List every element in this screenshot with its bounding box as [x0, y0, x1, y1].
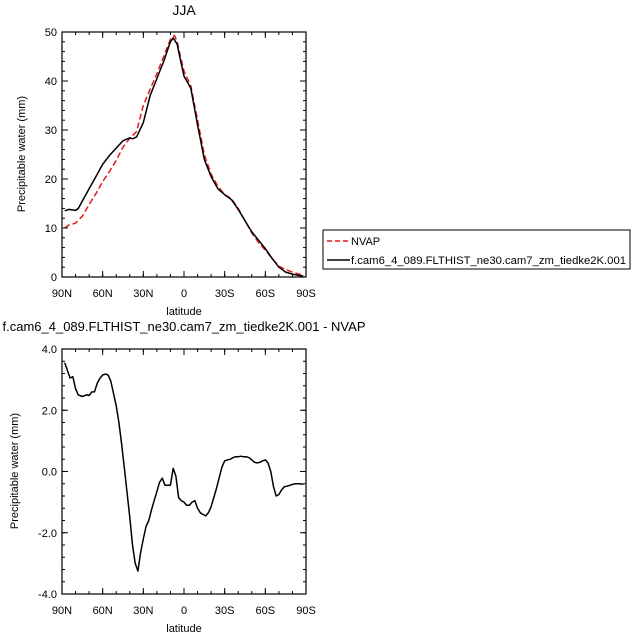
bottom-series-lines [63, 362, 304, 572]
top-series-line-2 [64, 37, 304, 277]
bottom-y-axis-label: Precipitable water (mm) [9, 413, 21, 529]
bottom-series-line-1 [63, 362, 304, 572]
legend-box [322, 229, 631, 270]
top-y-tick-label: 0 [51, 272, 57, 284]
bottom-x-axis-label: latitude [166, 623, 201, 635]
bottom-y-tick-label: -4.0 [38, 589, 57, 601]
bottom-x-ticks: 90N 60N 30N 0 30S 60S 90S [52, 349, 316, 617]
top-x-axis-label: latitude [166, 306, 201, 318]
legend: NVAP f.cam6_4_089.FLTHIST_ne30.cam7_zm_t… [322, 229, 631, 270]
bottom-x-tick-label: 90N [52, 605, 72, 617]
top-y-tick-label: 30 [45, 125, 57, 137]
top-x-tick-label: 90S [296, 288, 316, 300]
bottom-x-tick-label: 0 [181, 605, 187, 617]
top-y-tick-label: 50 [45, 27, 57, 39]
legend-label-nvap: NVAP [351, 236, 380, 248]
bottom-chart-title: f.cam6_4_089.FLTHIST_ne30.cam7_zm_tiedke… [3, 319, 366, 334]
top-y-axis-label: Precipitable water (mm) [16, 96, 28, 212]
top-y-tick-label: 10 [45, 223, 57, 235]
bottom-plot-frame [61, 348, 307, 595]
legend-label-model: f.cam6_4_089.FLTHIST_ne30.cam7_zm_tiedke… [351, 255, 626, 267]
top-x-tick-label: 60S [256, 288, 276, 300]
top-x-ticks: 90N 60N 30N 0 30S 60S 90S [52, 32, 316, 300]
bottom-y-tick-label: 2.0 [42, 405, 57, 417]
bottom-panel: f.cam6_4_089.FLTHIST_ne30.cam7_zm_tiedke… [3, 319, 366, 635]
bottom-x-tick-label: 30N [133, 605, 153, 617]
bottom-y-ticks: -4.0 -2.0 0.0 2.0 4.0 [38, 344, 306, 601]
bottom-x-tick-label: 90S [296, 605, 316, 617]
top-x-tick-label: 0 [181, 288, 187, 300]
top-y-ticks: 0 10 20 30 40 50 [45, 27, 306, 284]
bottom-y-tick-label: -2.0 [38, 528, 57, 540]
top-series-line-1 [64, 34, 304, 277]
top-x-tick-label: 60N [93, 288, 113, 300]
top-x-tick-label: 30S [215, 288, 235, 300]
top-y-tick-label: 20 [45, 174, 57, 186]
bottom-y-tick-label: 4.0 [42, 344, 57, 356]
top-chart-title: JJA [172, 2, 196, 18]
bottom-x-tick-label: 60S [256, 605, 276, 617]
top-series-lines [64, 34, 304, 277]
top-x-tick-label: 90N [52, 288, 72, 300]
top-x-tick-label: 30N [133, 288, 153, 300]
bottom-x-tick-label: 60N [93, 605, 113, 617]
bottom-y-tick-label: 0.0 [42, 467, 57, 479]
bottom-x-tick-label: 30S [215, 605, 235, 617]
top-panel: JJA 90N 60N 30N 0 30S 60S 90S 0 10 20 30 40 50 lati… [16, 2, 316, 318]
top-y-tick-label: 40 [45, 76, 57, 88]
